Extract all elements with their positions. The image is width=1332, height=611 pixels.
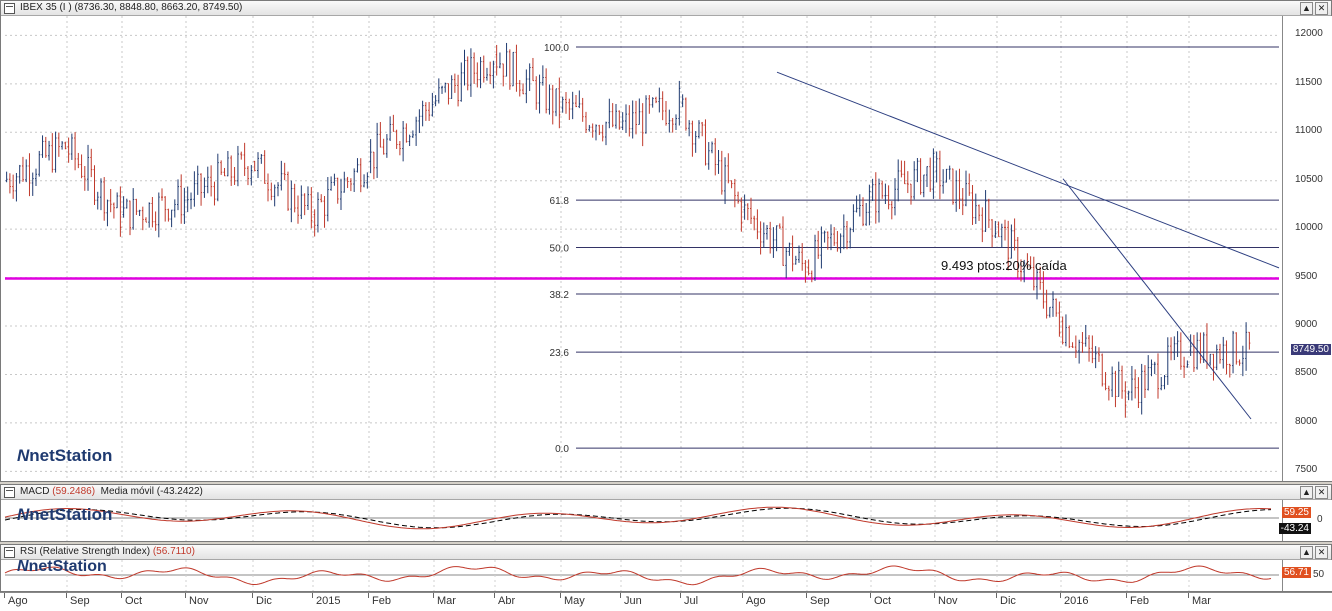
x-tick (368, 593, 369, 598)
chart-icon (4, 547, 15, 558)
x-tick-label: May (564, 595, 585, 607)
trend-line (776, 71, 1280, 269)
y-tick-label: 11500 (1295, 76, 1323, 88)
rsi-line (4, 565, 1272, 586)
x-tick-label: Oct (874, 595, 892, 607)
x-tick (312, 593, 313, 598)
x-tick (620, 593, 621, 598)
x-tick (1188, 593, 1189, 598)
x-tick (4, 593, 5, 598)
x-tick-label: Ago (746, 595, 766, 607)
rsi-chart[interactable] (1, 545, 1283, 593)
x-tick (1126, 593, 1127, 598)
x-tick-label: Nov (189, 595, 209, 607)
netstation-logo: NnetStation (17, 558, 107, 575)
price-pane: IBEX 35 (I ) (8736.30, 8848.80, 8663.20,… (0, 0, 1332, 482)
y-tick-label: 9000 (1295, 319, 1318, 330)
price-pane-title: IBEX 35 (I ) (8736.30, 8848.80, 8663.20,… (20, 2, 243, 13)
x-tick-label: Jun (624, 595, 642, 607)
x-tick (996, 593, 997, 598)
x-tick-label: Mar (1192, 595, 1211, 607)
macd-tag: 59.25 (1281, 507, 1311, 518)
macd-line (4, 506, 1272, 530)
macd-signal-tag: -43.24 (1278, 523, 1311, 534)
y-tick-label: 12000 (1295, 28, 1323, 40)
x-tick (121, 593, 122, 598)
x-tick (1060, 593, 1061, 598)
x-tick (742, 593, 743, 598)
price-pane-header: IBEX 35 (I ) (8736.30, 8848.80, 8663.20,… (1, 1, 1331, 16)
netstation-logo: NnetStation (17, 505, 113, 524)
rsi-pane-title: RSI (Relative Strength Index) (56.7110) (20, 546, 195, 557)
pane-up-button[interactable]: ▲ (1300, 2, 1313, 15)
x-tick-label: Ago (8, 595, 28, 607)
x-tick-label: Dic (1000, 595, 1016, 607)
macd-pane-title: MACD (59.2486) Media móvil (-43.2422) (20, 486, 203, 497)
y-tick-label: 8500 (1295, 367, 1318, 379)
x-tick-label: Jul (684, 595, 699, 607)
y-tick-label: 7500 (1295, 464, 1318, 476)
y-tick-label: 9500 (1295, 270, 1318, 282)
fib-label: 0.0 (555, 444, 569, 455)
pane-up-button[interactable]: ▲ (1300, 486, 1313, 499)
price-chart[interactable]: 100.0 61.8 50.0 38.2 23.6 0.0 9.493 ptos:20% c… (1, 1, 1283, 483)
x-tick (494, 593, 495, 598)
x-tick (560, 593, 561, 598)
x-tick (934, 593, 935, 598)
x-tick (185, 593, 186, 598)
x-tick-label: Sep (70, 595, 90, 607)
rsi-tag: 56.71 (1281, 567, 1311, 578)
x-tick (680, 593, 681, 598)
fib-label: 38.2 (550, 290, 570, 301)
x-tick-label: Oct (125, 595, 143, 607)
macd-chart[interactable] (1, 485, 1283, 543)
pane-close-button[interactable]: ✕ (1315, 546, 1328, 559)
x-tick-label: Abr (498, 595, 516, 607)
macd-pane-header: MACD (59.2486) Media móvil (-43.2422) ▲ … (1, 485, 1331, 500)
time-axis: Ago Sep Oct Nov Dic 2015 Feb Mar Abr May Jun Jul Ago… (0, 592, 1332, 611)
rsi-pane-header: RSI (Relative Strength Index) (56.7110) … (1, 545, 1331, 560)
macd-axis (1282, 500, 1332, 541)
macd-signal-line (4, 507, 1272, 529)
x-tick-label: 2016 (1064, 595, 1089, 607)
pane-up-button[interactable]: ▲ (1300, 546, 1313, 559)
x-tick (66, 593, 67, 598)
fib-label: 100.0 (544, 43, 569, 54)
chart-icon (4, 3, 15, 14)
x-tick-label: Feb (1130, 595, 1149, 607)
rsi-level-label: 50 (1313, 569, 1325, 580)
fib-label: 61.8 (550, 196, 570, 207)
pane-close-button[interactable]: ✕ (1315, 486, 1328, 499)
y-tick-label: 10500 (1295, 173, 1323, 185)
y-tick-label: 8000 (1295, 415, 1318, 427)
price-tag: 8749.50 (1290, 344, 1331, 355)
x-tick (433, 593, 434, 598)
macd-pane: MACD (59.2486) Media móvil (-43.2422) ▲ … (0, 484, 1332, 542)
chart-icon (4, 487, 15, 498)
pane-close-button[interactable]: ✕ (1315, 2, 1328, 15)
fib-label: 23.6 (550, 348, 570, 359)
y-tick-label: 10000 (1295, 222, 1323, 234)
x-tick (252, 593, 253, 598)
rsi-pane: RSI (Relative Strength Index) (56.7110) … (0, 544, 1332, 592)
x-tick-label: Dic (256, 595, 272, 607)
annotation-text: 9.493 ptos:20% caída (941, 258, 1068, 273)
price-axis (1282, 16, 1332, 481)
fib-label: 50.0 (550, 244, 570, 255)
x-tick-label: Feb (372, 595, 391, 607)
y-tick-label: 11000 (1295, 125, 1323, 137)
x-tick-label: Mar (437, 595, 456, 607)
x-tick-label: 2015 (316, 595, 341, 607)
macd-zero-label: 0 (1317, 514, 1323, 525)
x-tick-label: Nov (938, 595, 958, 607)
x-tick-label: Sep (810, 595, 830, 607)
x-tick (806, 593, 807, 598)
x-tick (870, 593, 871, 598)
netstation-logo: NnetStation (17, 446, 113, 465)
trend-line (1062, 178, 1252, 420)
